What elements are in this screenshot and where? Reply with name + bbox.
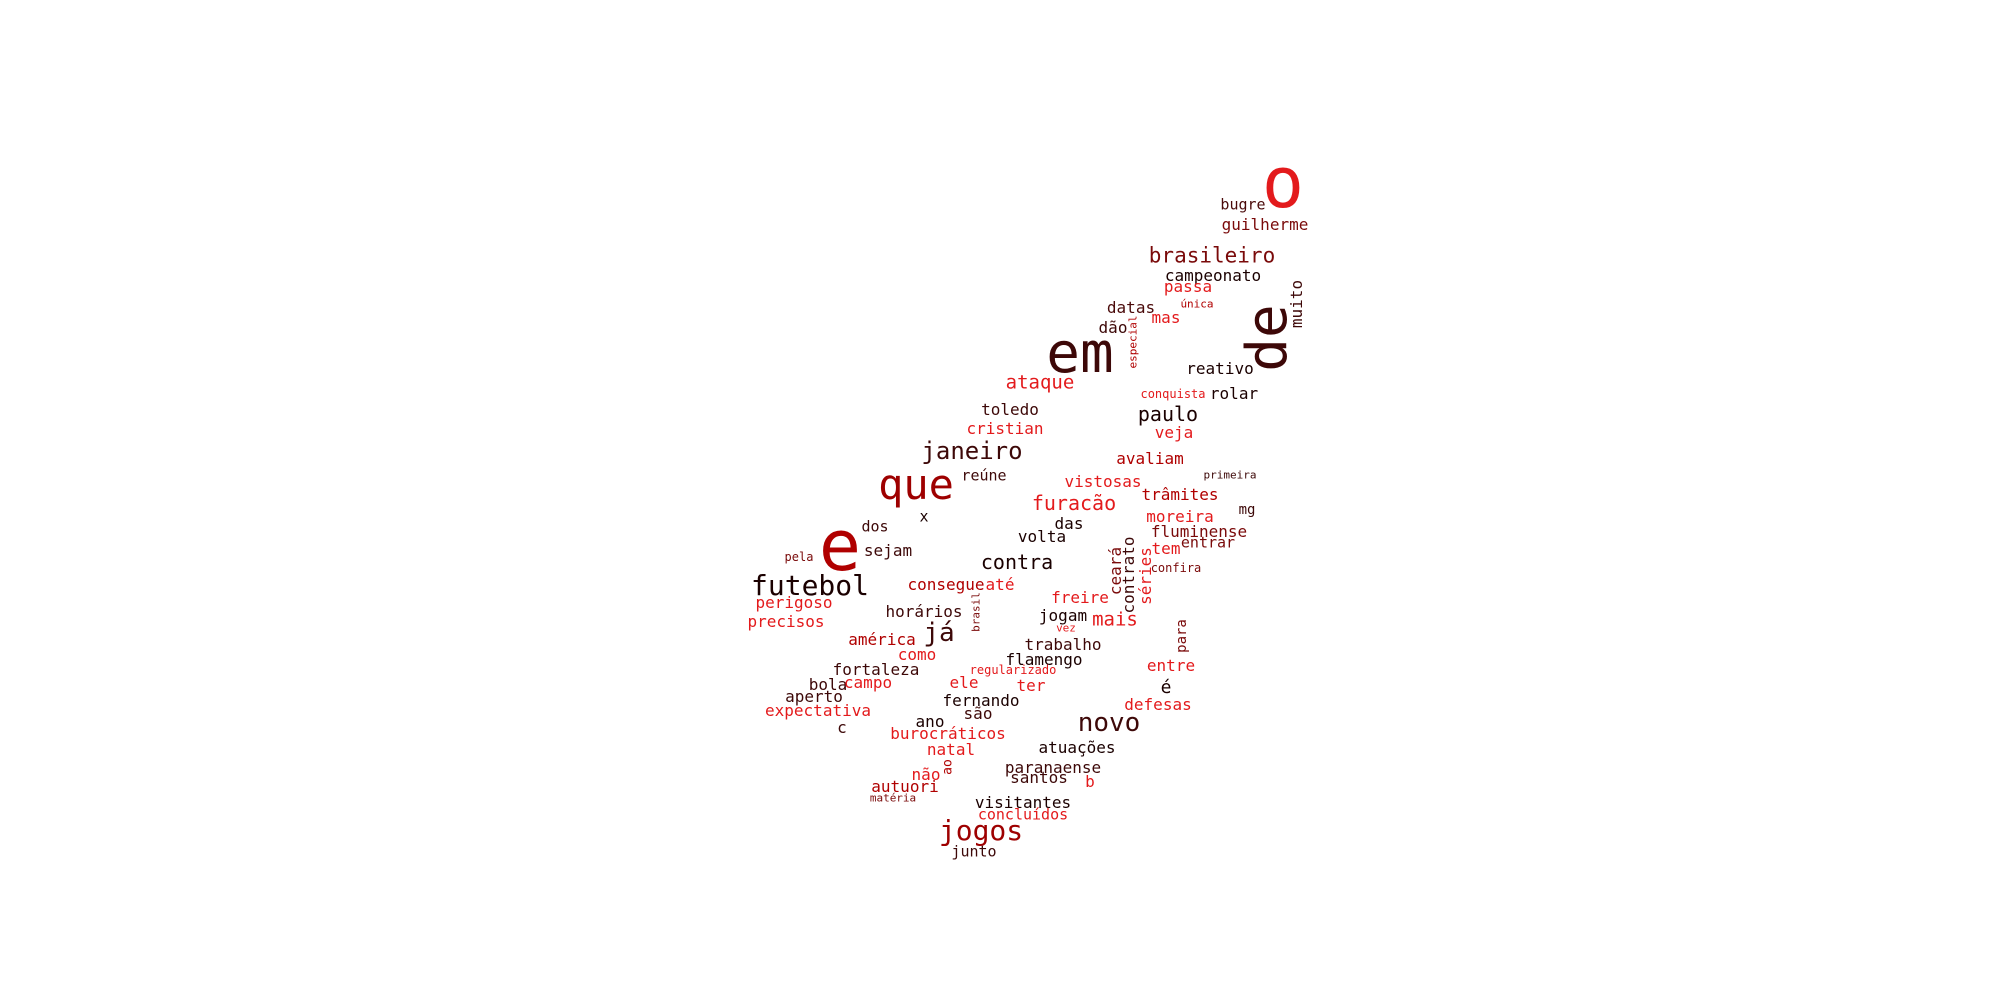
word: ele: [949, 673, 979, 692]
word: vez: [1056, 621, 1076, 635]
word: ao: [940, 759, 956, 775]
word: consegue: [907, 575, 985, 594]
word: avaliam: [1116, 449, 1184, 468]
word: dão: [1098, 318, 1128, 337]
word: campo: [843, 673, 893, 692]
word: sejam: [863, 541, 913, 560]
word: aperto: [785, 687, 843, 706]
word: brasileiro: [1148, 243, 1276, 268]
word: flamengo: [1005, 650, 1083, 669]
word: trabalho: [1024, 635, 1102, 654]
word: burocráticos: [890, 724, 1006, 743]
word: já: [923, 618, 955, 648]
word: futebol: [750, 569, 870, 602]
word: que: [878, 460, 954, 509]
word: ataque: [1005, 371, 1075, 394]
word: atuações: [1038, 738, 1116, 757]
word: das: [1054, 514, 1084, 533]
word: américa: [848, 630, 916, 649]
word: até: [985, 575, 1015, 594]
word: bola: [808, 675, 848, 694]
word: volta: [1017, 527, 1067, 546]
word: para: [1174, 619, 1190, 653]
word: e: [818, 505, 862, 587]
word: rolar: [1209, 384, 1259, 403]
word: regularizado: [969, 663, 1057, 677]
word: toledo: [981, 400, 1039, 419]
word: trâmites: [1141, 485, 1219, 504]
word: cristian: [966, 419, 1044, 438]
word: bugre: [1220, 195, 1266, 214]
word: o: [1261, 142, 1305, 224]
word: entre: [1146, 656, 1196, 675]
word: contrato: [1119, 536, 1138, 614]
word: especial: [1126, 315, 1140, 369]
word: reúne: [961, 466, 1007, 485]
word: veja: [1154, 423, 1194, 442]
word: c: [837, 718, 847, 737]
word: são: [963, 704, 993, 723]
word: primeira: [1203, 468, 1257, 482]
word: mg: [1238, 502, 1256, 518]
word: x: [919, 507, 929, 526]
word: datas: [1106, 298, 1156, 317]
word: concluídos: [977, 805, 1069, 824]
word: expectativa: [765, 701, 871, 720]
word: fluminense: [1150, 522, 1248, 541]
word: contra: [980, 550, 1054, 574]
word: brasil: [969, 592, 983, 632]
word: reativo: [1186, 359, 1254, 378]
word: janeiro: [921, 437, 1023, 465]
word: confira: [1150, 561, 1202, 575]
word: freire: [1051, 588, 1109, 607]
word: furacão: [1031, 491, 1117, 515]
word: passa: [1163, 277, 1213, 296]
word: conquista: [1140, 387, 1206, 401]
word: campeonato: [1164, 266, 1262, 285]
word: matéria: [869, 791, 917, 805]
word: mais: [1092, 608, 1138, 631]
word: perigoso: [755, 593, 833, 612]
word: ter: [1016, 676, 1046, 695]
word: não: [911, 765, 941, 784]
word: ano: [915, 712, 945, 731]
word: fortaleza: [832, 660, 920, 679]
word: natal: [926, 740, 976, 759]
word: horários: [885, 602, 963, 621]
word: em: [1046, 321, 1114, 386]
word: defesas: [1124, 695, 1192, 714]
word: pela: [784, 550, 814, 564]
word: entrar: [1180, 533, 1236, 552]
word: jogos: [938, 814, 1024, 847]
word: precisos: [747, 612, 825, 631]
word: fernando: [942, 691, 1020, 710]
word: jogam: [1038, 606, 1088, 625]
word: novo: [1077, 708, 1141, 738]
word: tem: [1151, 539, 1181, 558]
word: séries: [1136, 547, 1155, 605]
word: visitantes: [974, 793, 1072, 812]
word: paranaense: [1004, 758, 1102, 777]
word: mas: [1151, 308, 1181, 327]
word: paulo: [1137, 402, 1199, 426]
word: santos: [1010, 768, 1068, 787]
word: dos: [861, 517, 889, 536]
word: como: [897, 645, 937, 664]
word: única: [1180, 297, 1214, 311]
word: vistosas: [1064, 472, 1142, 491]
word: junto: [951, 842, 997, 861]
word: b: [1085, 772, 1095, 791]
word: autuori: [871, 777, 939, 796]
word: guilherme: [1221, 215, 1309, 234]
word: moreira: [1146, 507, 1214, 526]
word: é: [1160, 677, 1172, 698]
